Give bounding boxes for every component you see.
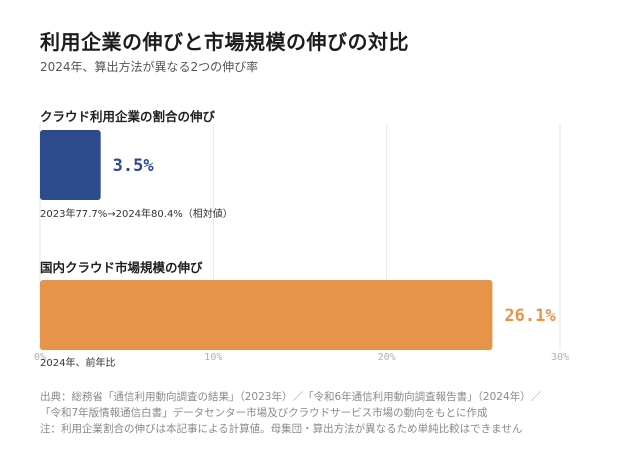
note-line: 注：利用企業割合の伸びは本記事による計算値。母集団・算出方法が異なるため単純比較…: [40, 423, 523, 435]
chart-title: 利用企業の伸びと市場規模の伸びの対比: [40, 30, 409, 54]
x-tick-label: 30%: [551, 352, 569, 363]
bar: [40, 280, 493, 350]
x-tick-label: 10%: [204, 352, 222, 363]
source-line-2: 「令和7年版情報通信白書」データセンター市場及びクラウドサービス市場の動向をもと…: [40, 407, 488, 419]
x-tick-label: 0%: [34, 352, 46, 363]
bar-note: 2023年77.7%→2024年80.4%（相対値）: [40, 207, 233, 220]
chart-subtitle: 2024年、算出方法が異なる2つの伸び率: [40, 60, 259, 74]
section-label-adoption: クラウド利用企業の割合の伸び: [40, 109, 216, 124]
source-line-1: 出典：総務省「通信利用動向調査の結果」（2023年）／「令和6年通信利用動向調査…: [40, 391, 542, 403]
section-label-market: 国内クラウド市場規模の伸び: [40, 260, 203, 275]
bar: [40, 130, 101, 200]
data-label: 26.1%: [504, 306, 556, 326]
data-label: 3.5%: [113, 156, 155, 176]
bar-note: 2024年、前年比: [40, 356, 115, 369]
x-tick-label: 20%: [378, 352, 396, 363]
